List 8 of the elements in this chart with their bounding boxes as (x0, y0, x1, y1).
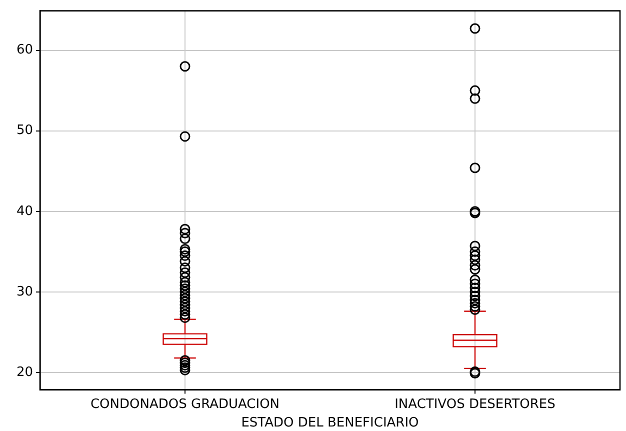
x-axis-title: ESTADO DEL BENEFICIARIO (241, 416, 419, 431)
x-tick-label: INACTIVOS DESERTORES (394, 396, 556, 412)
y-tick-label: 40 (16, 204, 33, 219)
y-tick-label: 50 (16, 123, 33, 138)
y-tick-label: 60 (16, 42, 33, 58)
y-tick-label: 20 (16, 364, 33, 380)
y-tick-label: 30 (16, 284, 33, 300)
x-tick-label: CONDONADOS GRADUACION (90, 396, 280, 412)
